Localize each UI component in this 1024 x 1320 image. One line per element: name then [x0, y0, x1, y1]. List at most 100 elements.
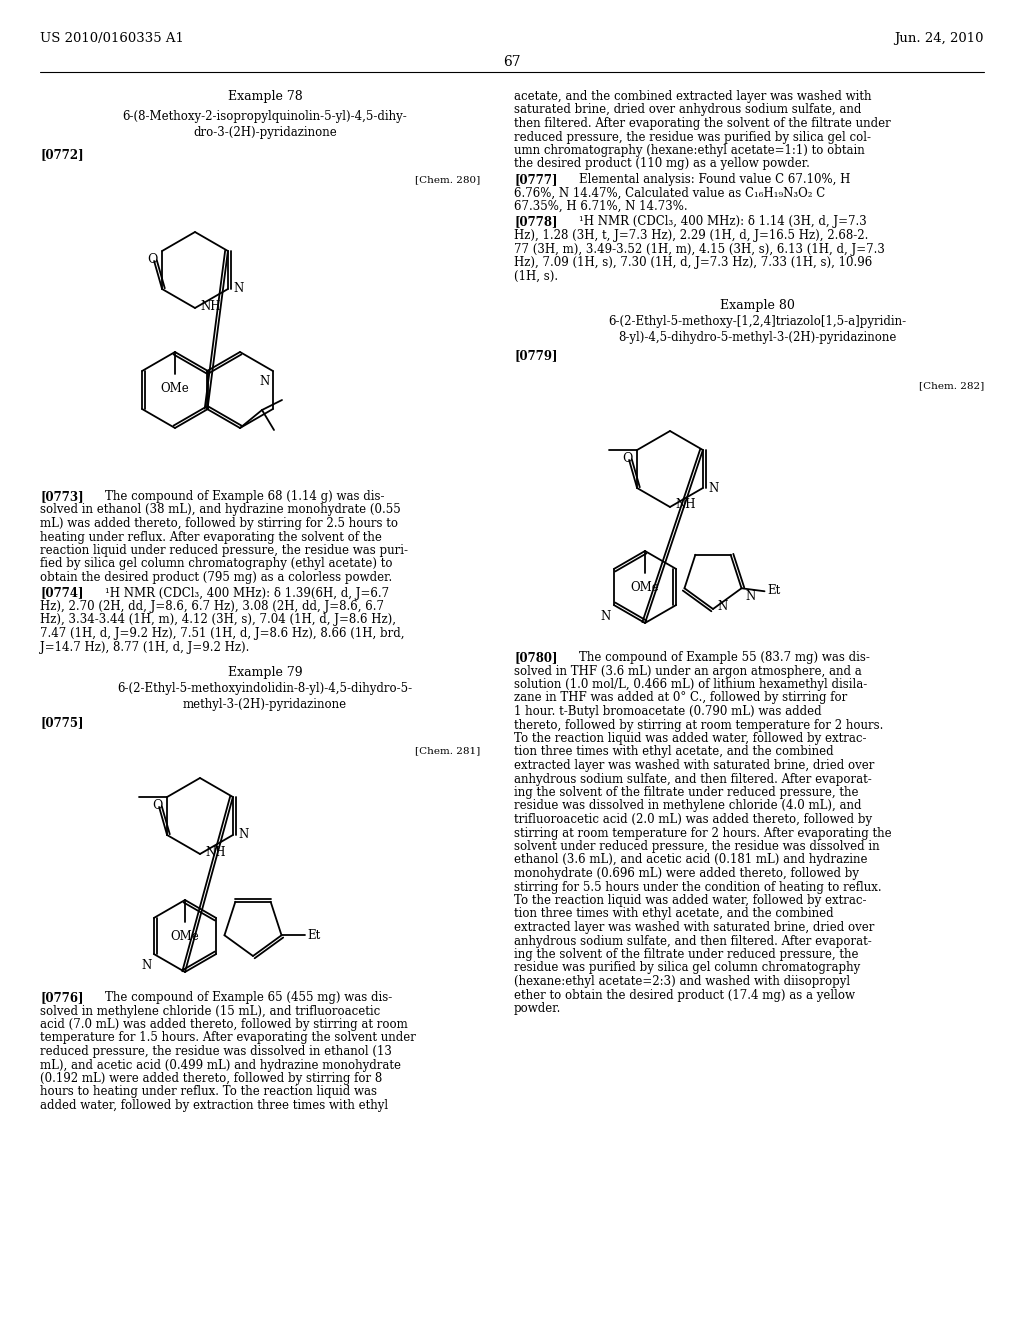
Text: reduced pressure, the residue was dissolved in ethanol (13: reduced pressure, the residue was dissol… — [40, 1045, 392, 1059]
Text: temperature for 1.5 hours. After evaporating the solvent under: temperature for 1.5 hours. After evapora… — [40, 1031, 416, 1044]
Text: N: N — [141, 960, 152, 972]
Text: added water, followed by extraction three times with ethyl: added water, followed by extraction thre… — [40, 1100, 388, 1111]
Text: [Chem. 282]: [Chem. 282] — [919, 381, 984, 389]
Text: NH: NH — [200, 300, 220, 313]
Text: [0776]: [0776] — [40, 991, 84, 1005]
Text: ethanol (3.6 mL), and acetic acid (0.181 mL) and hydrazine: ethanol (3.6 mL), and acetic acid (0.181… — [514, 854, 867, 866]
Text: ¹H NMR (CDCl₃, 400 MHz): δ 1.14 (3H, d, J=7.3: ¹H NMR (CDCl₃, 400 MHz): δ 1.14 (3H, d, … — [579, 215, 866, 228]
Text: stirring for 5.5 hours under the condition of heating to reflux.: stirring for 5.5 hours under the conditi… — [514, 880, 882, 894]
Text: OMe: OMe — [631, 581, 659, 594]
Text: OMe: OMe — [161, 381, 189, 395]
Text: N: N — [260, 375, 270, 388]
Text: [0772]: [0772] — [40, 148, 84, 161]
Text: [0780]: [0780] — [514, 651, 557, 664]
Text: O: O — [146, 253, 158, 267]
Text: monohydrate (0.696 mL) were added thereto, followed by: monohydrate (0.696 mL) were added theret… — [514, 867, 859, 880]
Text: trifluoroacetic acid (2.0 mL) was added thereto, followed by: trifluoroacetic acid (2.0 mL) was added … — [514, 813, 872, 826]
Text: To the reaction liquid was added water, followed by extrac-: To the reaction liquid was added water, … — [514, 733, 866, 744]
Text: Hz), 7.09 (1H, s), 7.30 (1H, d, J=7.3 Hz), 7.33 (1H, s), 10.96: Hz), 7.09 (1H, s), 7.30 (1H, d, J=7.3 Hz… — [514, 256, 872, 269]
Text: ing the solvent of the filtrate under reduced pressure, the: ing the solvent of the filtrate under re… — [514, 948, 858, 961]
Text: reaction liquid under reduced pressure, the residue was puri-: reaction liquid under reduced pressure, … — [40, 544, 408, 557]
Text: [0779]: [0779] — [514, 348, 557, 362]
Text: 6.76%, N 14.47%, Calculated value as C₁₆H₁₉N₃O₂ C: 6.76%, N 14.47%, Calculated value as C₁₆… — [514, 186, 825, 199]
Text: 67.35%, H 6.71%, N 14.73%.: 67.35%, H 6.71%, N 14.73%. — [514, 201, 688, 213]
Text: anhydrous sodium sulfate, and then filtered. After evaporat-: anhydrous sodium sulfate, and then filte… — [514, 772, 871, 785]
Text: acetate, and the combined extracted layer was washed with: acetate, and the combined extracted laye… — [514, 90, 871, 103]
Text: [Chem. 281]: [Chem. 281] — [415, 746, 480, 755]
Text: mL) was added thereto, followed by stirring for 2.5 hours to: mL) was added thereto, followed by stirr… — [40, 517, 398, 531]
Text: reduced pressure, the residue was purified by silica gel col-: reduced pressure, the residue was purifi… — [514, 131, 871, 144]
Text: [0773]: [0773] — [40, 490, 84, 503]
Text: To the reaction liquid was added water, followed by extrac-: To the reaction liquid was added water, … — [514, 894, 866, 907]
Text: obtain the desired product (795 mg) as a colorless powder.: obtain the desired product (795 mg) as a… — [40, 572, 392, 583]
Text: extracted layer was washed with saturated brine, dried over: extracted layer was washed with saturate… — [514, 921, 874, 935]
Text: residue was dissolved in methylene chloride (4.0 mL), and: residue was dissolved in methylene chlor… — [514, 800, 861, 813]
Text: heating under reflux. After evaporating the solvent of the: heating under reflux. After evaporating … — [40, 531, 382, 544]
Text: Et: Et — [768, 583, 780, 597]
Text: (0.192 mL) were added thereto, followed by stirring for 8: (0.192 mL) were added thereto, followed … — [40, 1072, 382, 1085]
Text: 7.47 (1H, d, J=9.2 Hz), 7.51 (1H, d, J=8.6 Hz), 8.66 (1H, brd,: 7.47 (1H, d, J=9.2 Hz), 7.51 (1H, d, J=8… — [40, 627, 404, 640]
Text: 6-(2-Ethyl-5-methoxyindolidin-8-yl)-4,5-dihydro-5-: 6-(2-Ethyl-5-methoxyindolidin-8-yl)-4,5-… — [118, 682, 413, 696]
Text: then filtered. After evaporating the solvent of the filtrate under: then filtered. After evaporating the sol… — [514, 117, 891, 129]
Text: (1H, s).: (1H, s). — [514, 269, 558, 282]
Text: residue was purified by silica gel column chromatography: residue was purified by silica gel colum… — [514, 961, 860, 974]
Text: N: N — [600, 610, 611, 623]
Text: N: N — [238, 829, 248, 842]
Text: zane in THF was added at 0° C., followed by stirring for: zane in THF was added at 0° C., followed… — [514, 692, 847, 705]
Text: Elemental analysis: Found value C 67.10%, H: Elemental analysis: Found value C 67.10%… — [579, 173, 850, 186]
Text: acid (7.0 mL) was added thereto, followed by stirring at room: acid (7.0 mL) was added thereto, followe… — [40, 1018, 408, 1031]
Text: N: N — [745, 590, 756, 603]
Text: J=14.7 Hz), 8.77 (1H, d, J=9.2 Hz).: J=14.7 Hz), 8.77 (1H, d, J=9.2 Hz). — [40, 640, 250, 653]
Text: Hz), 3.34-3.44 (1H, m), 4.12 (3H, s), 7.04 (1H, d, J=8.6 Hz),: Hz), 3.34-3.44 (1H, m), 4.12 (3H, s), 7.… — [40, 614, 396, 627]
Text: [Chem. 280]: [Chem. 280] — [415, 176, 480, 183]
Text: solved in methylene chloride (15 mL), and trifluoroacetic: solved in methylene chloride (15 mL), an… — [40, 1005, 380, 1018]
Text: Example 78: Example 78 — [227, 90, 302, 103]
Text: Hz), 1.28 (3H, t, J=7.3 Hz), 2.29 (1H, d, J=16.5 Hz), 2.68-2.: Hz), 1.28 (3H, t, J=7.3 Hz), 2.29 (1H, d… — [514, 228, 868, 242]
Text: 77 (3H, m), 3.49-3.52 (1H, m), 4.15 (3H, s), 6.13 (1H, d, J=7.3: 77 (3H, m), 3.49-3.52 (1H, m), 4.15 (3H,… — [514, 243, 885, 256]
Text: saturated brine, dried over anhydrous sodium sulfate, and: saturated brine, dried over anhydrous so… — [514, 103, 861, 116]
Text: solution (1.0 mol/L, 0.466 mL) of lithium hexamethyl disila-: solution (1.0 mol/L, 0.466 mL) of lithiu… — [514, 678, 867, 690]
Text: ing the solvent of the filtrate under reduced pressure, the: ing the solvent of the filtrate under re… — [514, 785, 858, 799]
Text: tion three times with ethyl acetate, and the combined: tion three times with ethyl acetate, and… — [514, 746, 834, 759]
Text: NH: NH — [205, 846, 225, 858]
Text: [0777]: [0777] — [514, 173, 557, 186]
Text: The compound of Example 65 (455 mg) was dis-: The compound of Example 65 (455 mg) was … — [105, 991, 392, 1005]
Text: Example 79: Example 79 — [227, 667, 302, 678]
Text: 8-yl)-4,5-dihydro-5-methyl-3-(2H)-pyridazinone: 8-yl)-4,5-dihydro-5-methyl-3-(2H)-pyrida… — [617, 331, 896, 345]
Text: tion three times with ethyl acetate, and the combined: tion three times with ethyl acetate, and… — [514, 908, 834, 920]
Text: 6-(8-Methoxy-2-isopropylquinolin-5-yl)-4,5-dihy-: 6-(8-Methoxy-2-isopropylquinolin-5-yl)-4… — [123, 110, 408, 123]
Text: Jun. 24, 2010: Jun. 24, 2010 — [895, 32, 984, 45]
Text: ether to obtain the desired product (17.4 mg) as a yellow: ether to obtain the desired product (17.… — [514, 989, 855, 1002]
Text: fied by silica gel column chromatography (ethyl acetate) to: fied by silica gel column chromatography… — [40, 557, 392, 570]
Text: 1 hour. t-Butyl bromoacetate (0.790 mL) was added: 1 hour. t-Butyl bromoacetate (0.790 mL) … — [514, 705, 821, 718]
Text: mL), and acetic acid (0.499 mL) and hydrazine monohydrate: mL), and acetic acid (0.499 mL) and hydr… — [40, 1059, 401, 1072]
Text: OMe: OMe — [171, 931, 200, 942]
Text: the desired product (110 mg) as a yellow powder.: the desired product (110 mg) as a yellow… — [514, 157, 810, 170]
Text: The compound of Example 55 (83.7 mg) was dis-: The compound of Example 55 (83.7 mg) was… — [579, 651, 869, 664]
Text: solved in ethanol (38 mL), and hydrazine monohydrate (0.55: solved in ethanol (38 mL), and hydrazine… — [40, 503, 400, 516]
Text: stirring at room temperature for 2 hours. After evaporating the: stirring at room temperature for 2 hours… — [514, 826, 892, 840]
Text: NH: NH — [675, 499, 695, 511]
Text: N: N — [708, 482, 718, 495]
Text: [0775]: [0775] — [40, 715, 84, 729]
Text: powder.: powder. — [514, 1002, 561, 1015]
Text: Hz), 2.70 (2H, dd, J=8.6, 6.7 Hz), 3.08 (2H, dd, J=8.6, 6.7: Hz), 2.70 (2H, dd, J=8.6, 6.7 Hz), 3.08 … — [40, 601, 384, 612]
Text: dro-3-(2H)-pyridazinone: dro-3-(2H)-pyridazinone — [194, 125, 337, 139]
Text: anhydrous sodium sulfate, and then filtered. After evaporat-: anhydrous sodium sulfate, and then filte… — [514, 935, 871, 948]
Text: ¹H NMR (CDCl₃, 400 MHz): δ 1.39(6H, d, J=6.7: ¹H NMR (CDCl₃, 400 MHz): δ 1.39(6H, d, J… — [105, 586, 389, 599]
Text: methyl-3-(2H)-pyridazinone: methyl-3-(2H)-pyridazinone — [183, 698, 347, 711]
Text: O: O — [152, 799, 162, 812]
Text: [0778]: [0778] — [514, 215, 557, 228]
Text: thereto, followed by stirring at room temperature for 2 hours.: thereto, followed by stirring at room te… — [514, 718, 884, 731]
Text: (hexane:ethyl acetate=2:3) and washed with diisopropyl: (hexane:ethyl acetate=2:3) and washed wi… — [514, 975, 850, 987]
Text: extracted layer was washed with saturated brine, dried over: extracted layer was washed with saturate… — [514, 759, 874, 772]
Text: Et: Et — [307, 929, 321, 941]
Text: US 2010/0160335 A1: US 2010/0160335 A1 — [40, 32, 184, 45]
Text: The compound of Example 68 (1.14 g) was dis-: The compound of Example 68 (1.14 g) was … — [105, 490, 384, 503]
Text: N: N — [717, 601, 727, 614]
Text: O: O — [622, 451, 632, 465]
Text: N: N — [232, 282, 243, 296]
Text: solvent under reduced pressure, the residue was dissolved in: solvent under reduced pressure, the resi… — [514, 840, 880, 853]
Text: umn chromatography (hexane:ethyl acetate=1:1) to obtain: umn chromatography (hexane:ethyl acetate… — [514, 144, 864, 157]
Text: 6-(2-Ethyl-5-methoxy-[1,2,4]triazolo[1,5-a]pyridin-: 6-(2-Ethyl-5-methoxy-[1,2,4]triazolo[1,5… — [608, 315, 906, 327]
